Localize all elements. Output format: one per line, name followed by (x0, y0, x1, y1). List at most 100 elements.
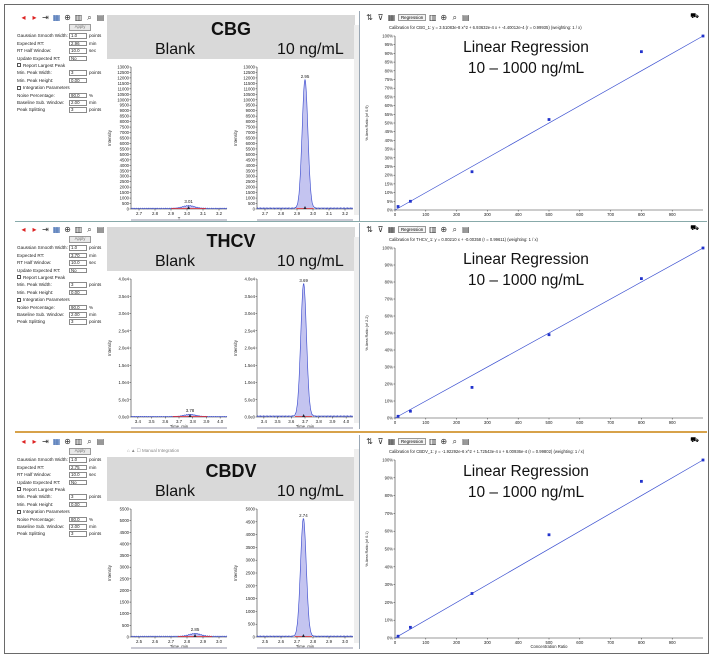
chromatogram-blank[interactable]: 0.0e0 5.0e3 1.0e4 1.5e4 2.0e4 2.5e4 3.0e4 3.5e4… (107, 271, 231, 429)
rt-half-window-input[interactable]: 10.0 (69, 260, 87, 266)
data-point[interactable] (640, 277, 643, 280)
peak-marker-icon[interactable] (188, 414, 192, 417)
min-peak-height-input[interactable]: 0.00 (69, 77, 87, 84)
delete-icon[interactable]: ▥ (74, 436, 83, 446)
gaussian-width-input[interactable]: 1.0 (69, 245, 87, 251)
peak-marker-icon[interactable] (301, 634, 305, 637)
grid-icon[interactable]: ▦ (387, 12, 396, 22)
search-icon[interactable]: ⌕ (452, 224, 457, 234)
peak-marker-icon[interactable] (303, 206, 307, 209)
report-largest-checkbox[interactable] (17, 487, 21, 492)
min-peak-width-input[interactable]: 3 (69, 282, 87, 288)
nav-arrows[interactable]: ⇥ (42, 436, 49, 446)
report-largest-checkbox[interactable] (17, 63, 21, 68)
grid-icon[interactable]: ▦ (52, 224, 61, 234)
data-point[interactable] (470, 592, 474, 595)
grid-icon[interactable]: ▦ (387, 436, 396, 446)
expected-rt-input[interactable]: 3.70 (69, 252, 87, 259)
filter-icon[interactable]: ⊽ (377, 224, 384, 234)
noise-percentage-input[interactable]: 80.0 (69, 516, 87, 523)
data-point[interactable] (640, 50, 643, 54)
table-icon[interactable]: ▤ (96, 436, 105, 446)
peak-splitting-input[interactable]: 3 (69, 319, 87, 325)
table-icon[interactable]: ▤ (96, 12, 105, 22)
min-peak-height-input[interactable]: 0.00 (69, 501, 87, 508)
chromatogram-standard[interactable]: 0 500 1000 1500 2000 2500 3000 3500 4000 4500 5000… (233, 59, 357, 221)
noise-percentage-input[interactable]: 90.0 (69, 92, 87, 99)
update-rt-input[interactable]: No (69, 55, 87, 62)
min-peak-width-input[interactable]: 3 (69, 70, 87, 76)
baseline-window-input[interactable]: 2.00 (69, 523, 87, 530)
vertical-scrollbar[interactable] (354, 449, 359, 643)
update-rt-input[interactable]: No (69, 267, 87, 274)
table-icon[interactable]: ▤ (461, 12, 470, 22)
apply-button[interactable]: Apply (69, 236, 91, 243)
update-rt-input[interactable]: No (69, 479, 87, 486)
integration-checkbox[interactable] (17, 297, 21, 302)
zoom-icon[interactable]: ⊕ (64, 12, 71, 22)
search-icon[interactable]: ⌕ (87, 12, 92, 22)
search-icon[interactable]: ⌕ (452, 436, 457, 446)
zoom-icon[interactable]: ⊕ (64, 436, 71, 446)
delete-icon[interactable]: ▥ (74, 224, 83, 234)
apply-button[interactable]: Apply (69, 24, 91, 31)
delete-icon[interactable]: ▥ (428, 224, 437, 234)
peak-marker-icon[interactable] (187, 206, 191, 209)
min-peak-width-input[interactable]: 3 (69, 494, 87, 500)
calibration-plot[interactable]: 0% 10% 20% 30% 40% 50% 60% 70% 80% 90% 100% 0 100 200… (361, 244, 707, 428)
expected-rt-input[interactable]: 2.96 (69, 40, 87, 47)
zoom-icon[interactable]: ⊕ (440, 224, 448, 234)
data-point[interactable] (547, 533, 551, 537)
forward-arrow[interactable]: ▸ (32, 12, 37, 22)
calibration-plot[interactable]: 0% 10% 20% 30% 40% 50% 60% 70% 80% 90% 100% 0 100 200… (361, 456, 707, 648)
rt-half-window-input[interactable]: 10.0 (69, 472, 87, 478)
chromatogram-blank[interactable]: 0 500 1000 1500 2000 2500 3000 3500 4000 4500 5000… (107, 59, 231, 221)
car-icon[interactable]: ⛟ (690, 436, 699, 444)
data-point[interactable] (470, 386, 474, 389)
calibration-plot[interactable]: 0% 5% 10% 15% 20% 25% 30% 35% 40% 45% 50% 55% 60% 65%… (361, 32, 707, 220)
search-icon[interactable]: ⌕ (87, 224, 92, 234)
peak-marker-icon[interactable] (302, 414, 306, 417)
baseline-window-input[interactable]: 2.00 (69, 99, 87, 106)
regression-button[interactable]: Regression (398, 14, 427, 21)
min-peak-height-input[interactable]: 0.00 (69, 289, 87, 296)
zoom-icon[interactable]: ⊕ (440, 12, 448, 22)
data-point[interactable] (547, 118, 551, 121)
back-arrow[interactable]: ◂ (21, 12, 26, 22)
expected-rt-input[interactable]: 2.75 (69, 464, 87, 471)
filter-icon[interactable]: ⊽ (377, 436, 384, 446)
sort-icon[interactable]: ⇅ (366, 224, 373, 234)
chromatogram-standard[interactable]: 0.0e0 5.0e3 1.0e4 1.5e4 2.0e4 2.5e4 3.0e4 3.5e4… (233, 271, 357, 429)
vertical-scrollbar[interactable] (354, 25, 359, 215)
data-point[interactable] (409, 625, 412, 629)
search-icon[interactable]: ⌕ (452, 12, 457, 22)
chromatogram-standard[interactable]: 0 500 1000 1500 2000 2500 3000 3500 4000 4500 5000… (233, 501, 357, 649)
grid-icon[interactable]: ▦ (52, 436, 61, 446)
regression-button[interactable]: Regression (398, 226, 427, 233)
rt-half-window-input[interactable]: 10.0 (69, 48, 87, 54)
data-point[interactable] (701, 458, 705, 462)
report-largest-checkbox[interactable] (17, 275, 21, 280)
integration-checkbox[interactable] (17, 509, 21, 514)
search-icon[interactable]: ⌕ (87, 436, 92, 446)
table-icon[interactable]: ▤ (461, 224, 470, 234)
filter-icon[interactable]: ⊽ (377, 12, 384, 22)
gaussian-width-input[interactable]: 1.0 (69, 457, 87, 463)
data-point[interactable] (396, 205, 400, 208)
zoom-icon[interactable]: ⊕ (64, 224, 71, 234)
data-point[interactable] (470, 170, 474, 174)
data-point[interactable] (396, 414, 400, 418)
sort-icon[interactable]: ⇅ (366, 12, 373, 22)
peak-splitting-input[interactable]: 3 (69, 107, 87, 113)
delete-icon[interactable]: ▥ (74, 12, 83, 22)
data-point[interactable] (396, 634, 400, 638)
data-point[interactable] (547, 333, 551, 337)
delete-icon[interactable]: ▥ (428, 436, 437, 446)
data-point[interactable] (701, 246, 705, 250)
apply-button[interactable]: Apply (69, 448, 91, 455)
grid-icon[interactable]: ▦ (387, 224, 396, 234)
integration-checkbox[interactable] (17, 85, 21, 90)
peak-marker-icon[interactable] (193, 634, 197, 637)
gaussian-width-input[interactable]: 1.0 (69, 33, 87, 39)
noise-percentage-input[interactable]: 90.0 (69, 304, 87, 311)
